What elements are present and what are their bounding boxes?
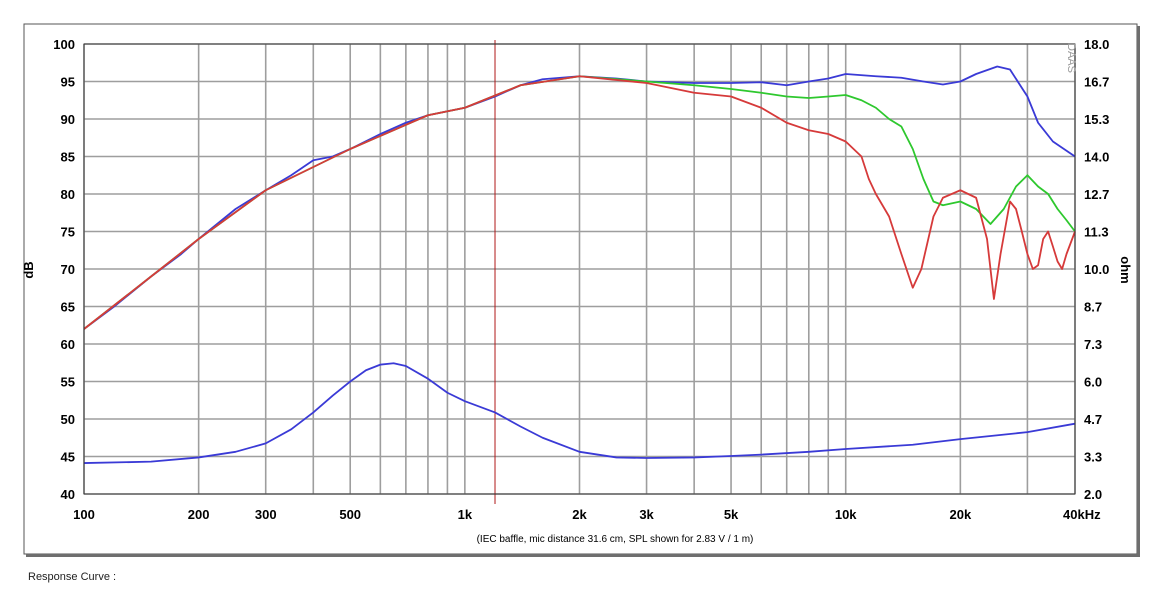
axes: 40 45 50 55 60 65 70 75 80 85 90 95 100 2.0 3.3 4.7 6.0 7… [53,37,1109,522]
x-tick-label: 500 [339,507,361,522]
y-tick-right: 2.0 [1084,487,1102,502]
plot-border [83,43,1076,495]
spl-line-3 [83,75,1076,330]
y-tick-left: 70 [61,262,75,277]
y-tick-right: 15.3 [1084,112,1109,127]
x-tick-label: 10k [835,507,857,522]
x-tick-label: 1k [458,507,473,522]
y-tick-right: 12.7 [1084,187,1109,202]
y-tick-left: 55 [61,375,75,390]
y-tick-left: 60 [61,337,75,352]
x-tick-label: 40kHz [1063,507,1101,522]
response-curve-caption: Response Curve : [28,571,117,583]
y-tick-right: 3.3 [1084,450,1102,465]
impedance-line [83,362,1076,464]
x-tick-label: 5k [724,507,739,522]
y-tick-right: 8.7 [1084,300,1102,315]
y-tick-left: 90 [61,112,75,127]
y-tick-left: 65 [61,300,75,315]
y-tick-right: 6.0 [1084,375,1102,390]
y-tick-right: 4.7 [1084,412,1102,427]
y-tick-left: 75 [61,225,75,240]
y-tick-left: 45 [61,450,75,465]
chart-frame-shadow-bottom [26,554,1140,557]
x-tick-label: 200 [188,507,210,522]
x-tick-label: 20k [950,507,972,522]
y-tick-right: 11.3 [1084,225,1109,240]
y-tick-left: 100 [53,37,75,52]
x-tick-label: 100 [73,507,95,522]
watermark-text: DAAS [1065,43,1077,73]
y-tick-right: 14.0 [1084,150,1109,165]
y-tick-right: 10.0 [1084,262,1109,277]
y-tick-left: 80 [61,187,75,202]
x-tick-label: 3k [639,507,654,522]
y-tick-left: 95 [61,75,75,90]
chart-frame-shadow [1137,26,1140,556]
y-tick-left: 50 [61,412,75,427]
series-group [83,65,1076,464]
y-tick-right: 18.0 [1084,37,1109,52]
y-tick-right: 16.7 [1084,75,1109,90]
y-tick-left: 40 [61,487,75,502]
y-axis-label-left: dB [21,261,36,278]
y-axis-label-right: ohm [1118,256,1133,283]
chart-annotation: (IEC baffle, mic distance 31.6 cm, SPL s… [477,534,754,545]
x-tick-label: 2k [572,507,587,522]
y-tick-left: 85 [61,150,75,165]
x-tick-label: 300 [255,507,277,522]
grid [83,40,1076,504]
y-tick-right: 7.3 [1084,337,1102,352]
